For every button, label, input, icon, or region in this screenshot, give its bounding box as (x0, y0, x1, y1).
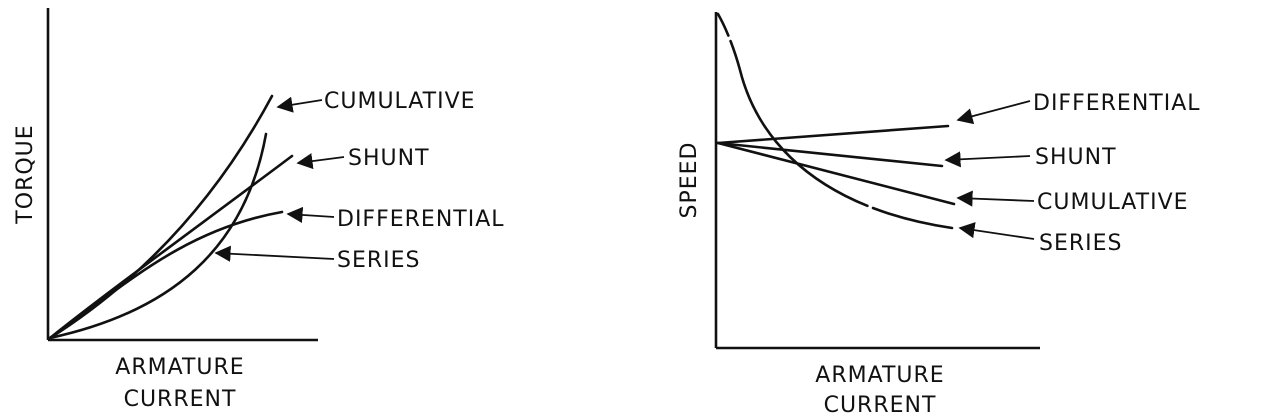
torque-leader-series (214, 245, 335, 262)
speed-y-axis-label: SPEED (677, 142, 702, 219)
torque-leader-differential (286, 206, 335, 224)
speed-label-series: SERIES (1039, 231, 1123, 256)
speed-label-differential: DIFFERENTIAL (1033, 91, 1201, 116)
torque-label-cumulative: CUMULATIVE (324, 89, 476, 114)
torque-x-axis-label-line2: CURRENT (124, 387, 237, 412)
torque-chart: TORQUE ARMATURE CURRENT CUMULATIVE SHUNT… (13, 8, 505, 412)
torque-series-shunt-line (48, 154, 294, 340)
torque-label-series: SERIES (337, 248, 421, 273)
speed-leader-shunt (944, 151, 1031, 168)
torque-x-axis-label-line1: ARMATURE (115, 355, 244, 380)
torque-y-axis-label: TORQUE (13, 124, 38, 224)
speed-label-shunt: SHUNT (1035, 145, 1117, 170)
torque-series-cumulative-line (48, 94, 274, 340)
torque-label-shunt: SHUNT (348, 146, 430, 171)
torque-series-series-line (48, 132, 268, 340)
speed-series-cumulative-line (716, 141, 956, 206)
speed-leader-cumulative (956, 190, 1035, 207)
speed-series-series-line (716, 12, 954, 230)
torque-leader-shunt (296, 153, 345, 170)
speed-label-cumulative: CUMULATIVE (1037, 190, 1189, 215)
speed-x-axis-label-line1: ARMATURE (815, 363, 944, 388)
speed-chart: SPEED ARMATURE CURRENT DIFFERENTIAL SHUN… (677, 12, 1201, 414)
speed-leader-series (958, 222, 1035, 240)
torque-label-differential: DIFFERENTIAL (337, 207, 505, 232)
torque-series-differential-line (48, 210, 284, 340)
speed-series-shunt-line (716, 141, 944, 168)
speed-x-axis-label-line2: CURRENT (824, 393, 937, 414)
speed-series-differential-line (716, 124, 950, 145)
speed-leader-differential (956, 100, 1031, 125)
torque-leader-cumulative (276, 96, 323, 113)
